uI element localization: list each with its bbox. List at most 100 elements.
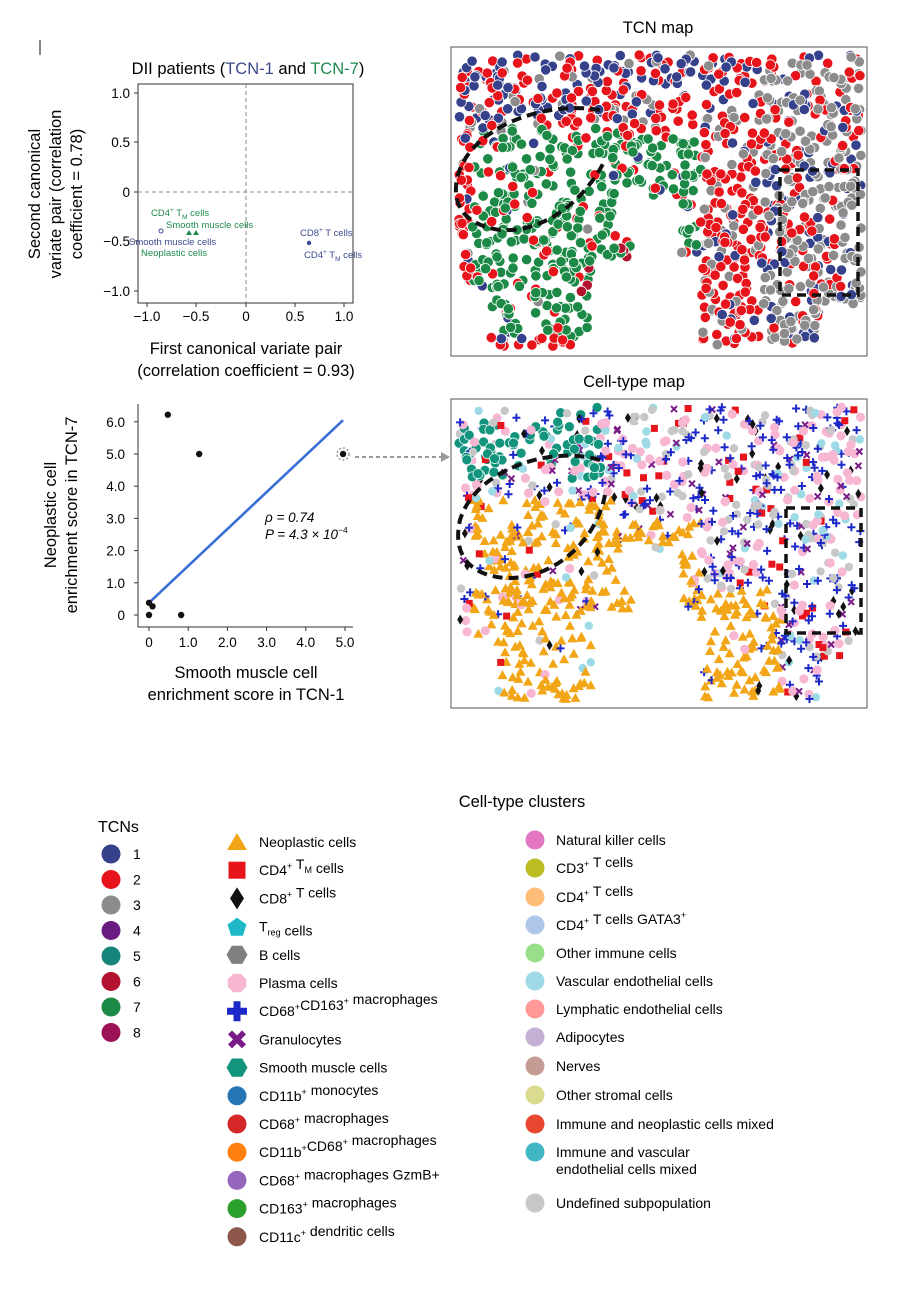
celltype-marker: [794, 422, 803, 431]
tcn-cell-dot: [571, 116, 584, 128]
tcn-cell-dot: [724, 316, 736, 328]
cluster-legend-label: Other stromal cells: [556, 1087, 673, 1103]
celltype-marker: [696, 590, 707, 600]
tcn-cell-dot: [667, 183, 680, 195]
celltype-marker: [533, 518, 543, 528]
tcn-cell-dot: [608, 62, 620, 74]
cluster-legend-label: endothelial cells mixed: [556, 1161, 697, 1177]
tcn-cell-dot: [649, 67, 662, 80]
celltype-marker: [606, 562, 617, 572]
celltype-marker: [488, 535, 499, 545]
cca-x-ticks: −1.0 −0.5 0 0.5 1.0: [134, 303, 353, 324]
celltype-marker: [818, 466, 827, 475]
scatter-point: [145, 611, 153, 619]
tcn-cell-dot: [730, 332, 743, 345]
celltype-marker: [642, 440, 651, 449]
celltype-marker: [768, 560, 776, 568]
scatter-ytick: 5.0: [106, 447, 125, 462]
celltype-marker: [573, 518, 584, 528]
celltype-marker: [479, 536, 490, 545]
celltype-marker: [825, 558, 835, 568]
celltype-marker: [551, 520, 560, 529]
celltype-marker: [758, 433, 767, 442]
celltype-marker: [587, 500, 598, 510]
celltype-marker: [694, 585, 703, 594]
tcn-cell-dot: [748, 314, 760, 326]
tcn-cell-dot: [711, 339, 723, 351]
celltype-marker: [500, 562, 511, 572]
celltype-marker: [522, 527, 533, 536]
scatter-fit-line: [148, 419, 344, 604]
celltype-marker: [629, 417, 638, 426]
tcn-cell-dot: [608, 188, 620, 200]
tcn-cell-dot: [808, 270, 820, 282]
celltype-marker: [522, 590, 533, 599]
tcn-cell-dot: [834, 280, 847, 292]
celltype-marker: [559, 508, 570, 518]
scatter-xtick: 4.0: [296, 635, 315, 650]
tcn-cell-dot: [768, 322, 780, 334]
celltype-marker: [537, 461, 545, 469]
celltype-marker: [842, 407, 851, 416]
cca-y-ticks: 1.0 0.5 0 −0.5 −1.0: [103, 86, 138, 299]
cluster-legend-label: Smooth muscle cells: [259, 1060, 387, 1076]
celltype-marker: [667, 426, 676, 436]
celltype-marker: [497, 670, 508, 680]
tcn-cell-dot: [756, 257, 768, 269]
tcn-cell-dot: [761, 92, 774, 104]
tcn-cell-dot: [496, 56, 508, 68]
tcn-cell-dot: [552, 218, 564, 230]
tcn-legend-label: 2: [133, 872, 141, 888]
celltype-marker: [737, 667, 748, 677]
celltype-marker: [655, 506, 665, 515]
celltype-marker: [743, 515, 752, 525]
tcn-cell-dot: [621, 129, 634, 141]
celltype-marker: [802, 638, 811, 647]
tcn-cell-dot: [653, 99, 666, 111]
celltype-marker: [621, 450, 630, 459]
tcn-cell-dot: [785, 315, 797, 328]
cluster-legend-swatch: [227, 1227, 247, 1247]
celltype-marker: [801, 441, 810, 450]
tcn-cell-dot: [580, 95, 592, 107]
tcn-cell-dot: [666, 169, 678, 181]
celltype-marker: [740, 453, 747, 461]
cca-plot: DII patients (TCN-1 and TCN-7) −1.0 −0.5…: [26, 60, 364, 380]
celltype-marker: [552, 416, 564, 428]
cluster-legend-swatch: [227, 1142, 247, 1162]
celltype-marker: [753, 509, 762, 518]
tcn-cell-dot: [676, 246, 688, 258]
tcn-cell-dot: [794, 94, 806, 106]
celltype-marker: [611, 526, 622, 536]
cluster-legend-swatch: [227, 1086, 247, 1106]
celltype-marker: [823, 413, 832, 422]
tcn-cell-dot: [551, 87, 563, 99]
celltype-marker: [795, 565, 804, 573]
tcn-cell-dot: [463, 114, 476, 127]
celltype-marker: [528, 562, 539, 572]
tcn-cell-dot: [479, 263, 492, 275]
celltype-marker: [795, 636, 804, 645]
celltype-marker: [741, 599, 752, 608]
celltype-marker: [762, 479, 771, 488]
cluster-legend-label: Granulocytes: [259, 1031, 341, 1047]
celltype-marker: [797, 547, 808, 557]
celltype-marker: [763, 546, 772, 555]
tcn-cell-dot: [769, 104, 781, 116]
tcn-cell-dot: [783, 283, 795, 295]
tcn-cell-dot: [454, 82, 467, 94]
celltype-marker: [569, 443, 580, 455]
celltype-marker: [561, 573, 571, 582]
tcn-cell-dot: [650, 125, 662, 137]
tcn-cell-dot: [814, 202, 826, 214]
tcn-cell-dot: [527, 137, 540, 149]
celltype-marker: [526, 688, 536, 698]
tcn-cell-dot: [521, 212, 533, 224]
tcn-cell-dot: [459, 132, 471, 144]
tcn-cell-dot: [680, 91, 692, 104]
tcn-cell-dot: [739, 76, 751, 88]
celltype-marker: [794, 451, 802, 460]
celltype-marker: [509, 450, 518, 459]
celltype-marker: [661, 455, 670, 464]
celltype-marker: [729, 544, 737, 552]
